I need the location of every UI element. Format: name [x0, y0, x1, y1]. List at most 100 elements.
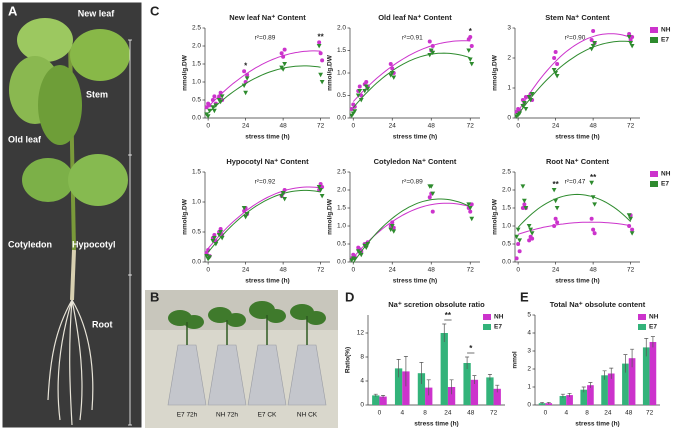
- error-bar: [644, 338, 649, 357]
- error-bar: [442, 323, 447, 342]
- data-point: [242, 69, 247, 74]
- data-point: [589, 180, 595, 186]
- data-point: [551, 68, 557, 73]
- error-bar: [396, 359, 401, 378]
- error-bar: [588, 382, 593, 388]
- y-tick-label: 2.5: [337, 169, 346, 176]
- data-point: [363, 84, 369, 89]
- bar: [394, 368, 403, 405]
- data-point: [355, 93, 361, 98]
- data-point: [427, 53, 433, 58]
- bar: [402, 371, 410, 405]
- error-bar: [546, 401, 551, 405]
- data-point: [212, 94, 217, 99]
- x-tick-label: 72: [627, 123, 635, 130]
- photo-label: New leaf: [78, 8, 116, 18]
- data-point: [318, 188, 324, 193]
- data-point: [352, 257, 358, 262]
- photo-label: E7 72h: [177, 412, 198, 419]
- y-tick-label: 12: [357, 330, 365, 337]
- y-tick-label: 1.0: [337, 70, 346, 77]
- x-axis-label: stress time (h): [575, 421, 619, 428]
- annotation: r²=0.89: [255, 35, 276, 42]
- error-bar: [487, 374, 492, 381]
- x-tick-label: 4: [400, 410, 404, 417]
- data-point: [243, 90, 249, 96]
- data-point: [626, 35, 632, 40]
- error-bar: [567, 392, 572, 397]
- chart-title: Root Na⁺ Content: [546, 157, 610, 166]
- panel-label: D: [345, 289, 354, 304]
- data-point: [516, 242, 521, 246]
- data-point: [282, 197, 288, 202]
- chart-title: Total Na⁺ obsolute content: [550, 300, 646, 309]
- data-point: [391, 229, 397, 234]
- error-bar: [403, 356, 408, 387]
- fit-curve: [517, 221, 631, 235]
- data-point: [281, 54, 286, 59]
- data-point: [243, 215, 249, 220]
- chart-title: Cotyledon Na⁺ Content: [374, 157, 457, 166]
- x-tick-label: 72: [467, 267, 475, 274]
- y-tick-label: 2: [527, 366, 531, 373]
- data-point: [522, 202, 527, 207]
- y-axis-label: Ratio(%): [345, 347, 352, 373]
- x-tick-label: 0: [206, 123, 210, 130]
- legend-swatch: [638, 314, 646, 320]
- data-point: [530, 236, 535, 241]
- data-point: [241, 83, 247, 88]
- fit-curve: [207, 189, 321, 253]
- y-axis-label: mmol: [512, 351, 519, 369]
- data-point: [207, 108, 213, 114]
- annotation: r²=0.92: [255, 179, 276, 186]
- data-point: [517, 238, 523, 243]
- data-point: [520, 104, 526, 109]
- photo-label: NH 72h: [216, 412, 238, 419]
- annotation: r²=0.91: [402, 35, 423, 42]
- data-point: [468, 35, 473, 39]
- data-point: [466, 48, 472, 53]
- x-tick-label: 72: [467, 123, 475, 130]
- data-point: [469, 216, 475, 222]
- x-tick-label: 24: [389, 267, 397, 274]
- data-point: [245, 72, 250, 77]
- y-tick-label: 0.0: [502, 259, 511, 266]
- error-bar: [560, 393, 565, 398]
- data-point: [427, 39, 432, 44]
- data-point: [279, 51, 284, 56]
- data-point: [592, 202, 598, 207]
- y-tick-label: 4: [360, 378, 364, 385]
- data-point: [217, 94, 222, 99]
- x-tick-label: 48: [590, 123, 598, 130]
- data-point: [591, 29, 596, 33]
- legend-label: E7: [649, 324, 657, 331]
- significance-label: *: [244, 61, 248, 70]
- data-point: [219, 94, 225, 99]
- x-tick-label: 8: [585, 410, 589, 417]
- y-tick-label: 2.0: [337, 187, 346, 194]
- y-tick-label: 0.0: [192, 115, 201, 122]
- x-tick-label: 8: [423, 410, 427, 417]
- bar: [463, 363, 471, 405]
- bar: [642, 347, 650, 405]
- data-point: [591, 227, 596, 232]
- x-axis-label: stress time (h): [555, 134, 599, 141]
- data-point: [211, 108, 217, 114]
- data-point: [280, 191, 286, 196]
- photo-label: Cotyledon: [8, 239, 52, 249]
- data-point: [319, 80, 325, 85]
- data-point: [210, 105, 216, 110]
- bar: [628, 358, 636, 405]
- y-tick-label: 1.0: [192, 199, 201, 206]
- data-point: [365, 86, 371, 92]
- data-point: [629, 44, 635, 49]
- data-point: [204, 105, 209, 110]
- y-tick-label: 1.5: [502, 205, 511, 212]
- data-point: [517, 249, 522, 254]
- data-point: [391, 75, 397, 80]
- panel-label: C: [150, 3, 160, 18]
- data-point: [555, 62, 560, 66]
- data-point: [590, 44, 596, 49]
- y-tick-label: 0: [507, 115, 511, 122]
- data-point: [521, 198, 527, 204]
